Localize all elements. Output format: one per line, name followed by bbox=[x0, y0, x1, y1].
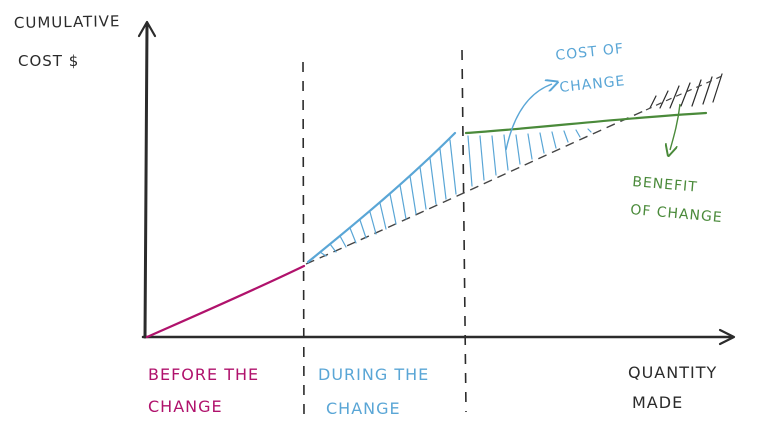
before-change-line bbox=[145, 264, 306, 339]
baseline-extension bbox=[645, 75, 723, 111]
benefit-callout-arrow bbox=[670, 103, 681, 150]
divider-before-during bbox=[302, 61, 305, 419]
x-axis-label-line2: MADE bbox=[632, 393, 683, 412]
cost-hatching-after bbox=[467, 128, 592, 187]
phase-during-line2: CHANGE bbox=[326, 399, 401, 418]
baseline-trend-line bbox=[305, 109, 647, 265]
y-axis-label-line2: COST $ bbox=[18, 52, 79, 70]
phase-before-line2: CHANGE bbox=[148, 397, 223, 416]
phase-during-line1: DURING THE bbox=[318, 365, 429, 384]
cost-hatching-during bbox=[319, 139, 457, 257]
x-axis-label-line1: QUANTITY bbox=[628, 363, 717, 382]
during-change-line bbox=[306, 131, 457, 264]
callout-cost-line2: CHANGE bbox=[559, 73, 626, 96]
callout-cost-line1: COST OF bbox=[555, 41, 625, 64]
y-axis bbox=[143, 22, 149, 339]
y-axis-label-line1: CUMULATIVE bbox=[14, 12, 121, 32]
callout-benefit-line1: BENEFIT bbox=[632, 174, 699, 196]
x-axis-arrow bbox=[718, 328, 736, 346]
phase-before-line1: BEFORE THE bbox=[148, 365, 259, 384]
divider-during-after bbox=[461, 49, 467, 413]
callout-benefit-line2: OF CHANGE bbox=[630, 202, 724, 226]
cost-callout-arrow bbox=[505, 84, 552, 151]
x-axis bbox=[141, 335, 734, 339]
y-axis-arrow bbox=[137, 20, 157, 38]
after-change-line bbox=[464, 111, 708, 135]
